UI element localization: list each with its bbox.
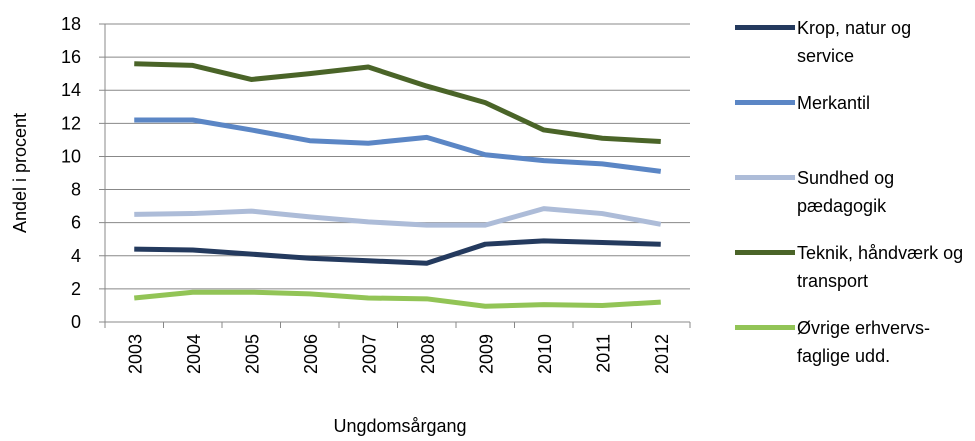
x-tick-label: 2004 [184, 334, 204, 374]
legend-entry: Teknik, håndværk og transport [735, 237, 975, 312]
y-tick-label: 12 [61, 113, 81, 133]
y-tick-label: 8 [71, 180, 81, 200]
legend-label: Øvrige erhvervs-faglige udd. [797, 318, 931, 366]
y-tick-label: 0 [71, 312, 81, 332]
x-tick-label: 2009 [476, 334, 496, 374]
y-tick-label: 10 [61, 146, 81, 166]
legend-label: Krop, natur og service [797, 18, 912, 66]
y-tick-label: 2 [71, 279, 81, 299]
legend-label: Teknik, håndværk og transport [797, 243, 964, 291]
legend-entry: Merkantil [735, 87, 975, 162]
series-line [134, 238, 661, 266]
series-line [134, 206, 662, 228]
legend-entry: Sundhed og pædagogik [735, 162, 975, 237]
legend-label: Merkantil [797, 93, 871, 113]
legend-entry: Krop, natur og service [735, 12, 975, 87]
series-line [134, 61, 661, 145]
y-tick-label: 4 [71, 246, 81, 266]
x-axis-title: Ungdomsårgang [333, 416, 466, 436]
x-tick-label: 2006 [301, 334, 321, 374]
legend-swatch [735, 325, 795, 330]
x-tick-label: 2005 [242, 334, 262, 374]
y-tick-label: 14 [61, 80, 81, 100]
x-tick-label: 2003 [125, 334, 145, 374]
legend-swatch [735, 250, 795, 255]
x-tick-label: 2011 [593, 334, 613, 373]
legend-swatch [735, 100, 795, 105]
y-tick-label: 18 [61, 14, 81, 34]
series-line [134, 117, 662, 174]
series-line [134, 289, 661, 309]
legend-swatch [735, 175, 795, 180]
x-tick-label: 2008 [418, 334, 438, 374]
x-tick-label: 2012 [652, 334, 672, 374]
y-tick-label: 16 [61, 47, 81, 67]
legend-entry: Øvrige erhvervs-faglige udd. [735, 312, 975, 387]
y-axis-title: Andel i procent [10, 113, 30, 233]
legend-swatch [735, 25, 795, 30]
legend-label: Sundhed og pædagogik [797, 168, 895, 216]
x-tick-label: 2010 [535, 334, 555, 374]
legend: Krop, natur og service Merkantil Sundhed o… [735, 12, 975, 387]
y-tick-label: 6 [71, 213, 81, 233]
x-tick-label: 2007 [359, 334, 379, 374]
